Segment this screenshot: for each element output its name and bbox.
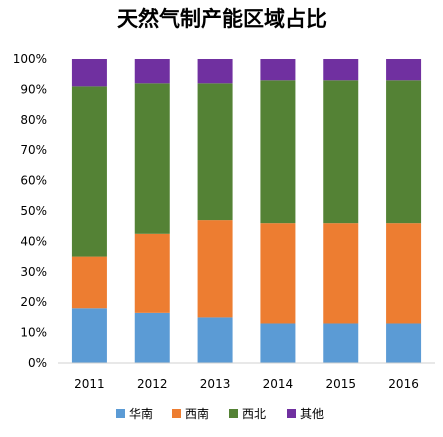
legend-swatch	[229, 409, 238, 418]
bar-segment-2016-西南	[386, 223, 422, 324]
bar-segment-2015-华南	[323, 323, 359, 363]
bar-segment-2011-西北	[71, 86, 107, 257]
y-tick-label: 60%	[20, 174, 47, 188]
bar-segment-2014-其他	[260, 59, 296, 81]
bar-segment-2015-西南	[323, 223, 359, 324]
legend-swatch	[287, 409, 296, 418]
bar-stack-2012	[134, 59, 170, 363]
legend-item-华南: 华南	[116, 406, 153, 421]
bar-stack-2011	[71, 59, 107, 363]
bar-segment-2014-西南	[260, 223, 296, 324]
x-axis-tick-labels: 2011 2012 2013 2014 2015 2016	[74, 377, 419, 391]
x-tick-label: 2013	[200, 377, 231, 391]
bar-stack-2013	[197, 59, 233, 363]
bar-segment-2013-其他	[197, 59, 233, 84]
bar-stack-2015	[323, 59, 359, 363]
bar-segment-2014-华南	[260, 323, 296, 363]
y-tick-label: 50%	[20, 204, 47, 218]
legend-label: 华南	[129, 406, 153, 421]
legend-item-西北: 西北	[229, 407, 266, 421]
bar-segment-2011-西南	[71, 256, 107, 309]
bar-segment-2012-西北	[134, 83, 170, 234]
y-tick-label: 90%	[20, 82, 47, 96]
x-tick-label: 2012	[137, 377, 168, 391]
bar-segment-2011-华南	[71, 308, 107, 363]
y-tick-label: 10%	[20, 326, 47, 340]
legend: 华南 西南 西北 其他	[116, 406, 324, 421]
y-tick-label: 100%	[13, 52, 47, 66]
y-tick-label: 20%	[20, 295, 47, 309]
bar-segment-2012-其他	[134, 59, 170, 84]
x-tick-label: 2015	[325, 377, 356, 391]
x-tick-label: 2014	[263, 377, 294, 391]
y-tick-label: 0%	[28, 356, 47, 370]
bar-segment-2015-西北	[323, 80, 359, 224]
legend-item-西南: 西南	[172, 406, 209, 421]
y-tick-label: 80%	[20, 113, 47, 127]
bar-stacks	[71, 59, 422, 363]
bar-segment-2013-西北	[197, 83, 233, 221]
legend-label: 其他	[300, 407, 324, 421]
bar-stack-2016	[386, 59, 422, 363]
bar-segment-2013-西南	[197, 220, 233, 318]
bar-segment-2016-其他	[386, 59, 422, 81]
chart-title: 天然气制产能区域占比	[117, 6, 327, 31]
x-tick-label: 2011	[74, 377, 105, 391]
bar-segment-2015-其他	[323, 59, 359, 81]
bar-segment-2014-西北	[260, 80, 296, 224]
legend-swatch	[172, 409, 181, 418]
legend-label: 西北	[242, 407, 266, 421]
legend-label: 西南	[185, 406, 209, 421]
legend-swatch	[116, 409, 125, 418]
y-tick-label: 30%	[20, 265, 47, 279]
y-tick-label: 40%	[20, 234, 47, 248]
bar-segment-2016-华南	[386, 323, 422, 363]
bar-segment-2012-西南	[134, 233, 170, 313]
bar-stack-2014	[260, 59, 296, 363]
bar-segment-2012-华南	[134, 312, 170, 363]
legend-item-其他: 其他	[287, 407, 324, 421]
x-tick-label: 2016	[388, 377, 419, 391]
y-axis-tick-labels: 0% 10% 20% 30% 40% 50% 60% 70% 80% 90% 100%	[13, 52, 47, 370]
bar-segment-2011-其他	[71, 59, 107, 87]
y-tick-label: 70%	[20, 143, 47, 157]
bar-segment-2016-西北	[386, 80, 422, 224]
bar-segment-2013-华南	[197, 317, 233, 363]
